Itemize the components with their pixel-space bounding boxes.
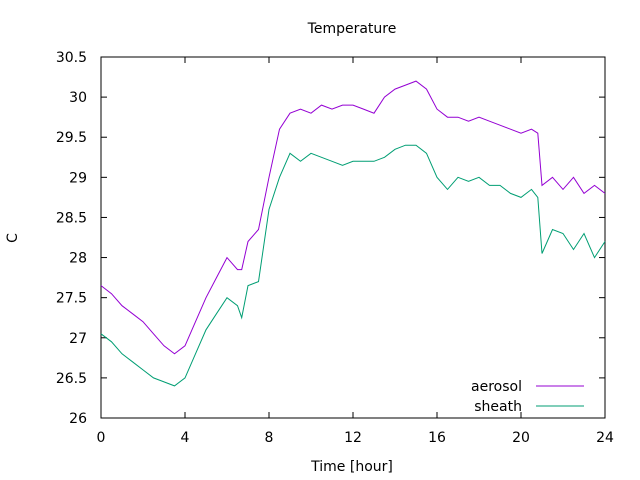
y-axis-ticks: 26 26.5 27 27.5 28 28.5 29 29.5 30 30.5	[56, 50, 605, 427]
x-tick-label: 4	[181, 430, 190, 446]
x-tick-label: 12	[344, 430, 362, 446]
chart-title: Temperature	[307, 21, 397, 37]
x-tick-label: 8	[265, 430, 274, 446]
x-axis-ticks: 0 4 8 12 16 20 24	[97, 57, 614, 446]
y-tick-label: 27	[69, 331, 87, 347]
y-axis-label: C	[5, 233, 21, 243]
x-tick-label: 20	[512, 430, 530, 446]
y-tick-label: 26.5	[56, 371, 87, 387]
series-line-sheath	[100, 144, 606, 387]
y-tick-label: 29.5	[56, 130, 87, 146]
legend-label-aerosol: aerosol	[471, 379, 522, 395]
y-tick-label: 28.5	[56, 210, 87, 226]
y-tick-label: 30	[69, 90, 87, 106]
y-tick-label: 27.5	[56, 291, 87, 307]
y-tick-label: 29	[69, 170, 87, 186]
x-axis-label: Time [hour]	[310, 459, 393, 475]
x-tick-label: 0	[97, 430, 106, 446]
legend-label-sheath: sheath	[474, 399, 522, 415]
y-tick-label: 28	[69, 251, 87, 267]
x-tick-label: 16	[428, 430, 446, 446]
x-tick-label: 24	[596, 430, 614, 446]
legend: aerosol sheath	[471, 379, 584, 415]
series-line-aerosol	[100, 80, 606, 355]
y-tick-label: 26	[69, 411, 87, 427]
series-lines	[100, 80, 606, 387]
plot-frame	[100, 56, 606, 419]
y-tick-label: 30.5	[56, 50, 87, 66]
